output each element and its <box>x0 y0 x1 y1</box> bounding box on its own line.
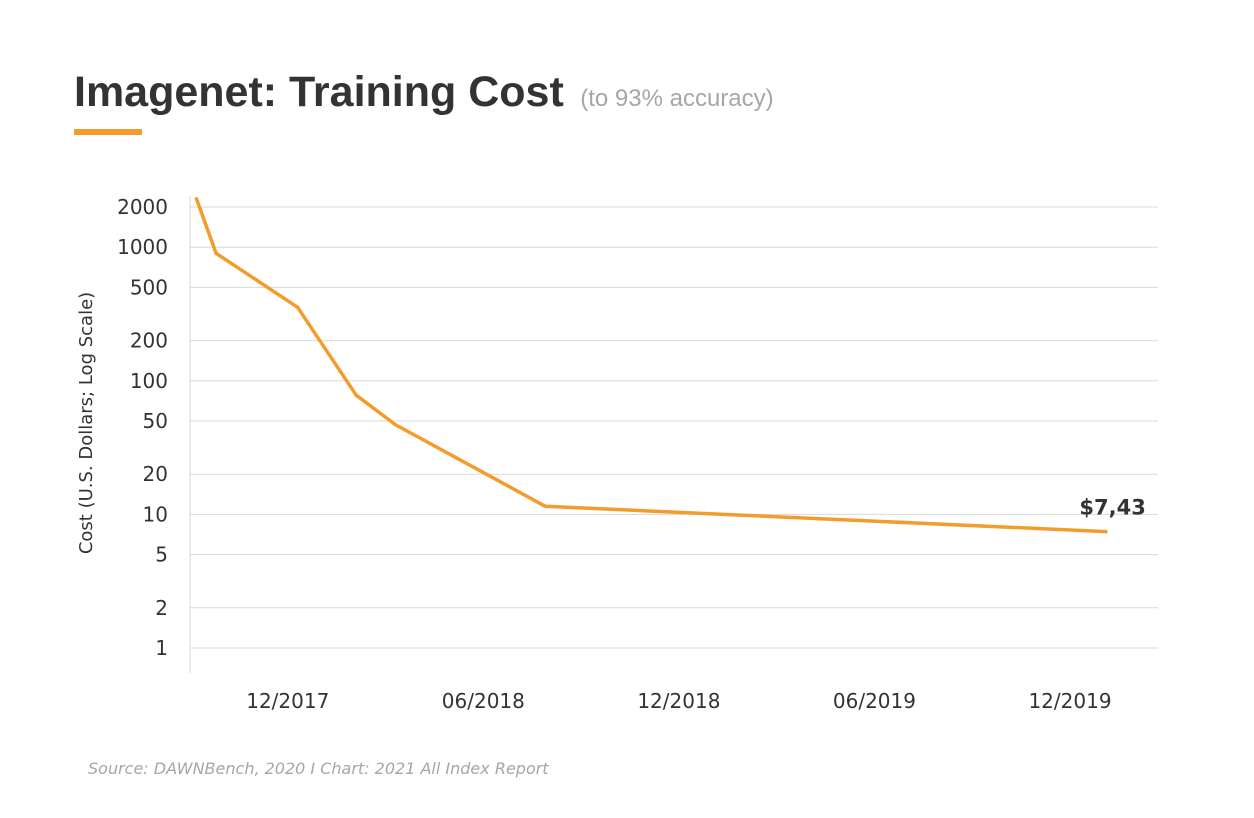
y-tick-label: 2000 <box>117 195 168 219</box>
data-point <box>214 251 218 256</box>
data-point <box>295 305 300 310</box>
x-axis-ticks: 12/2017 06/2018 12/2018 06/2019 12/2019 <box>246 689 1111 713</box>
y-tick-label: 10 <box>143 502 168 526</box>
source-note: Source: DAWNBench, 2020 I Chart: 2021 Al… <box>88 759 549 778</box>
chart-subtitle: (to 93% accuracy) <box>580 85 773 112</box>
grid <box>190 206 1158 649</box>
end-value-label: $7,43 <box>1079 496 1145 520</box>
x-tick-label: 06/2019 <box>833 689 916 713</box>
chart-title-main: Imagenet: Training Cost <box>74 68 564 116</box>
y-tick-label: 50 <box>143 409 168 433</box>
data-point <box>354 393 358 397</box>
y-tick-label: 5 <box>155 543 168 567</box>
y-tick-label: 1 <box>155 636 168 660</box>
y-tick-label: 100 <box>130 369 168 393</box>
y-tick-label: 200 <box>130 329 168 353</box>
x-tick-label: 12/2019 <box>1028 689 1111 713</box>
x-tick-label: 06/2018 <box>442 689 525 713</box>
y-axis-ticks: 2000 1000 500 200 100 50 20 10 5 2 1 <box>117 195 168 660</box>
y-axis-title: Cost (U.S. Dollars; Log Scale) <box>76 292 97 554</box>
y-tick-label: 500 <box>130 275 168 299</box>
y-tick-label: 20 <box>143 462 168 486</box>
series-layer <box>194 197 1108 534</box>
y-tick-label: 1000 <box>117 235 168 259</box>
data-point <box>194 197 199 201</box>
x-tick-label: 12/2017 <box>246 689 329 713</box>
y-tick-label: 2 <box>155 596 168 620</box>
data-point <box>1104 529 1108 534</box>
x-tick-label: 12/2018 <box>637 689 720 713</box>
chart-title: Imagenet: Training Cost (to 93% accuracy… <box>74 68 774 116</box>
data-point <box>393 422 398 427</box>
series-line <box>194 197 1108 534</box>
data-point <box>543 504 548 509</box>
title-underline <box>74 129 142 135</box>
